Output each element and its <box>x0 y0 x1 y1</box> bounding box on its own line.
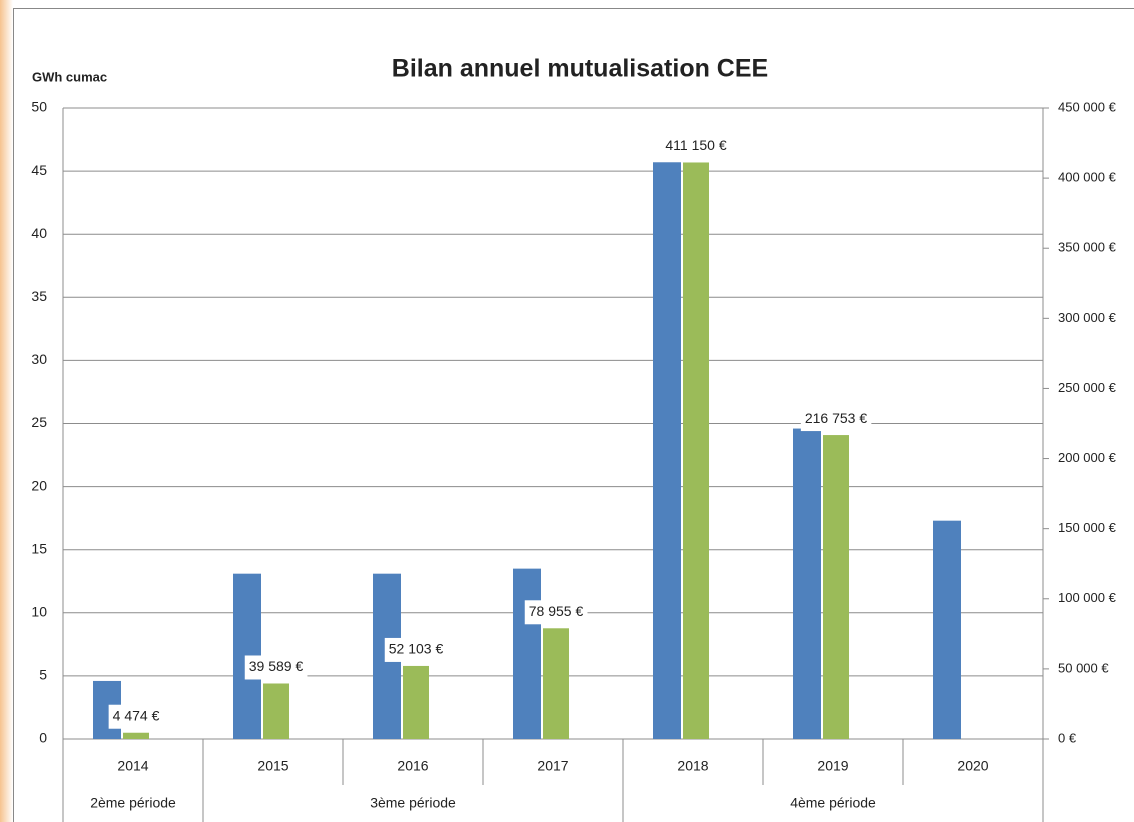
x-tick-label: 2014 <box>117 758 148 774</box>
bar <box>683 162 709 740</box>
y2-tick-label: 400 000 € <box>1058 170 1117 185</box>
data-label: 39 589 € <box>249 658 304 674</box>
bar <box>123 732 149 739</box>
data-label: 4 474 € <box>113 707 160 723</box>
bar <box>823 435 849 739</box>
bar <box>543 628 569 739</box>
y-tick-label: 40 <box>31 225 47 241</box>
period-label: 3ème période <box>370 795 456 811</box>
data-label-bg <box>661 134 731 159</box>
bar <box>933 520 961 739</box>
y-tick-label: 0 <box>39 730 47 746</box>
x-tick-label: 2015 <box>257 758 288 774</box>
y2-tick-label: 450 000 € <box>1058 99 1117 114</box>
x-tick-label: 2017 <box>537 758 568 774</box>
period-label: 2ème période <box>90 795 176 811</box>
y-tick-label: 25 <box>31 414 47 430</box>
y2-tick-label: 250 000 € <box>1058 380 1117 395</box>
y-axis-label: GWh cumac <box>32 69 107 84</box>
bar <box>403 665 429 739</box>
data-label: 216 753 € <box>805 410 867 426</box>
y-tick-label: 5 <box>39 667 47 683</box>
y2-tick-label: 0 € <box>1058 730 1077 745</box>
bar <box>653 162 681 740</box>
y-tick-label: 35 <box>31 288 47 304</box>
x-tick-label: 2016 <box>397 758 428 774</box>
x-tick-label: 2020 <box>957 758 988 774</box>
page-edge <box>0 0 13 822</box>
y-tick-label: 10 <box>31 604 47 620</box>
bar <box>793 428 821 739</box>
y2-tick-label: 200 000 € <box>1058 450 1117 465</box>
chart-frame <box>13 8 1134 822</box>
data-label: 411 150 € <box>665 137 726 153</box>
y-tick-label: 50 <box>31 99 47 115</box>
y2-tick-label: 100 000 € <box>1058 590 1117 605</box>
data-label-bg <box>384 637 448 662</box>
x-tick-label: 2019 <box>817 758 848 774</box>
y-tick-label: 30 <box>31 351 47 367</box>
chart-title: Bilan annuel mutualisation CEE <box>392 55 768 83</box>
y2-tick-label: 350 000 € <box>1058 240 1117 255</box>
y2-tick-label: 50 000 € <box>1058 660 1109 675</box>
data-label-bg <box>244 655 308 680</box>
y-tick-label: 15 <box>31 540 47 556</box>
data-label-bg <box>108 704 164 729</box>
x-tick-label: 2018 <box>677 758 708 774</box>
y-tick-label: 20 <box>31 477 47 493</box>
data-label-bg <box>800 407 872 432</box>
y2-tick-label: 150 000 € <box>1058 520 1117 535</box>
y2-tick-label: 300 000 € <box>1058 310 1117 325</box>
data-label: 78 955 € <box>529 603 584 619</box>
data-label-bg <box>524 600 588 625</box>
period-label: 4ème période <box>790 795 876 811</box>
bar <box>513 568 541 739</box>
data-label: 52 103 € <box>389 641 444 657</box>
bar <box>263 683 289 739</box>
y-tick-label: 45 <box>31 162 47 178</box>
